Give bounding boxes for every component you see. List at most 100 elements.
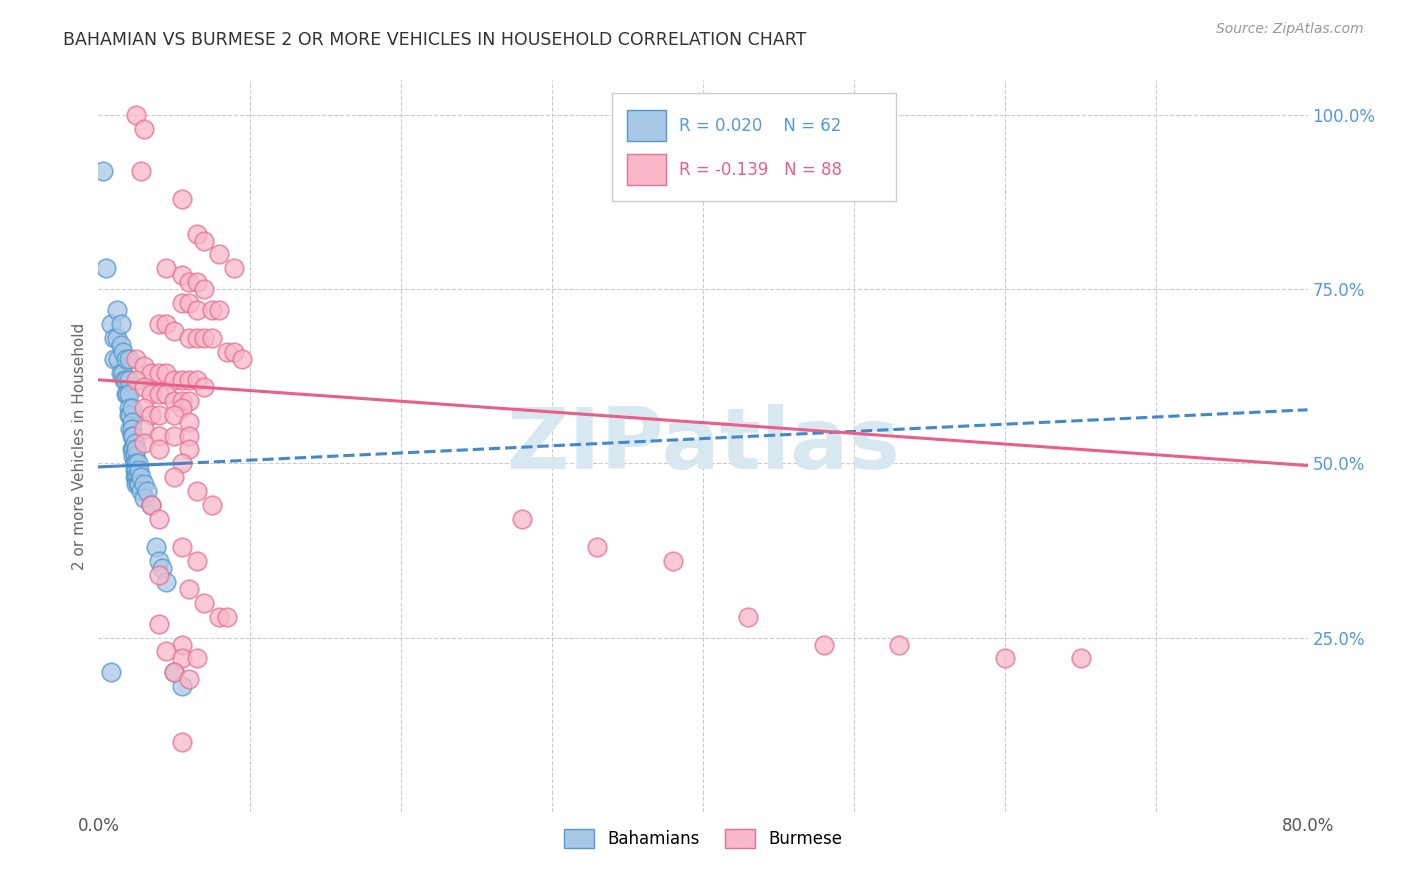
- Point: [170, 735, 193, 749]
- Point: [111, 366, 134, 380]
- Point: [141, 408, 163, 422]
- Point: [121, 401, 143, 415]
- Point: [128, 477, 150, 491]
- Point: [132, 435, 155, 450]
- Point: [125, 457, 148, 471]
- Point: [163, 393, 186, 408]
- Point: [170, 393, 193, 408]
- Point: [737, 609, 759, 624]
- Point: [231, 351, 253, 366]
- Point: [120, 408, 142, 422]
- Point: [661, 554, 683, 568]
- Point: [201, 498, 224, 512]
- Point: [224, 261, 246, 276]
- Point: [125, 373, 148, 387]
- Point: [118, 386, 141, 401]
- Point: [91, 164, 114, 178]
- Point: [163, 324, 186, 338]
- Point: [148, 428, 170, 442]
- Point: [127, 477, 149, 491]
- Point: [118, 351, 141, 366]
- Text: BAHAMIAN VS BURMESE 2 OR MORE VEHICLES IN HOUSEHOLD CORRELATION CHART: BAHAMIAN VS BURMESE 2 OR MORE VEHICLES I…: [63, 31, 807, 49]
- Point: [125, 108, 148, 122]
- Y-axis label: 2 or more Vehicles in Household: 2 or more Vehicles in Household: [72, 322, 87, 570]
- Point: [586, 540, 609, 554]
- Point: [193, 234, 215, 248]
- Point: [114, 373, 136, 387]
- Point: [100, 317, 122, 331]
- Point: [163, 665, 186, 680]
- Point: [122, 428, 145, 442]
- Point: [124, 435, 146, 450]
- Point: [148, 386, 170, 401]
- Point: [129, 164, 152, 178]
- Point: [186, 331, 208, 345]
- Point: [155, 644, 177, 658]
- Point: [127, 470, 149, 484]
- Point: [170, 192, 193, 206]
- Point: [186, 275, 208, 289]
- Point: [110, 317, 132, 331]
- Point: [132, 401, 155, 415]
- Point: [121, 428, 143, 442]
- Point: [141, 366, 163, 380]
- Point: [179, 373, 201, 387]
- Point: [155, 386, 177, 401]
- Point: [132, 491, 155, 506]
- Point: [193, 380, 215, 394]
- Point: [120, 421, 142, 435]
- Text: ZIPatlas: ZIPatlas: [506, 404, 900, 488]
- Point: [193, 282, 215, 296]
- Point: [111, 345, 134, 359]
- Point: [1070, 651, 1092, 665]
- Point: [170, 401, 193, 415]
- Point: [170, 651, 193, 665]
- Point: [208, 609, 231, 624]
- Point: [118, 408, 141, 422]
- Point: [179, 296, 201, 310]
- Point: [193, 596, 215, 610]
- Point: [179, 415, 201, 429]
- Point: [215, 345, 238, 359]
- Text: R = -0.139   N = 88: R = -0.139 N = 88: [679, 161, 842, 178]
- Point: [186, 227, 208, 241]
- Point: [201, 331, 224, 345]
- Point: [186, 484, 208, 499]
- Point: [103, 331, 125, 345]
- Point: [114, 386, 136, 401]
- Point: [122, 442, 145, 457]
- Point: [118, 401, 141, 415]
- Point: [170, 268, 193, 283]
- Point: [163, 408, 186, 422]
- Point: [170, 540, 193, 554]
- Point: [124, 450, 146, 464]
- Point: [170, 296, 193, 310]
- Point: [163, 373, 186, 387]
- Point: [148, 512, 170, 526]
- Point: [889, 638, 911, 652]
- Point: [186, 651, 208, 665]
- Point: [193, 331, 215, 345]
- Point: [179, 673, 201, 687]
- FancyBboxPatch shape: [613, 93, 897, 201]
- Point: [170, 457, 193, 471]
- Point: [110, 338, 132, 352]
- Point: [163, 428, 186, 442]
- Point: [124, 463, 146, 477]
- Point: [155, 261, 177, 276]
- Point: [121, 415, 143, 429]
- Point: [125, 463, 148, 477]
- Point: [132, 477, 155, 491]
- Point: [208, 247, 231, 261]
- Point: [141, 386, 163, 401]
- Point: [163, 470, 186, 484]
- Point: [155, 574, 177, 589]
- Point: [124, 470, 146, 484]
- Point: [179, 428, 201, 442]
- Point: [135, 484, 157, 499]
- Bar: [627, 154, 665, 185]
- Point: [179, 275, 201, 289]
- Point: [186, 554, 208, 568]
- Text: Source: ZipAtlas.com: Source: ZipAtlas.com: [1216, 22, 1364, 37]
- Point: [179, 582, 201, 596]
